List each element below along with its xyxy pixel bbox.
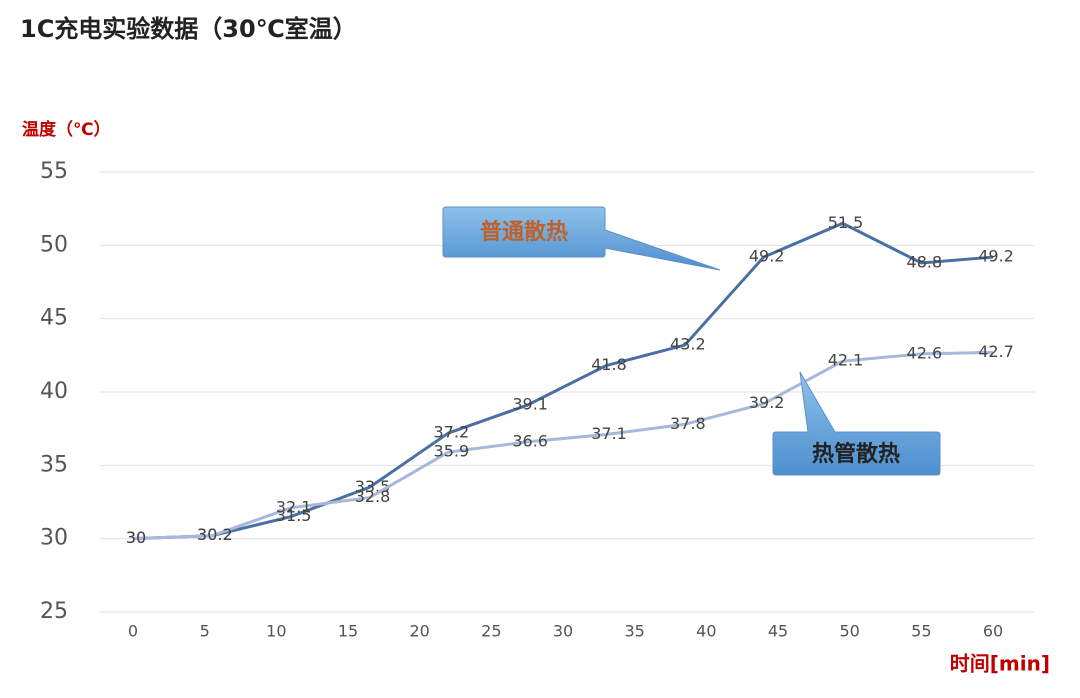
x-tick-label: 15: [338, 622, 358, 641]
callout-label: 热管散热: [812, 441, 900, 467]
y-axis-label: 温度（℃）: [22, 119, 111, 140]
data-label: 48.8: [907, 252, 943, 271]
x-tick-label: 25: [481, 622, 501, 641]
x-axis-label: 时间[min]: [950, 652, 1050, 676]
y-tick-label: 55: [40, 159, 68, 184]
x-tick-label: 50: [839, 622, 859, 641]
data-label: 37.1: [591, 424, 627, 443]
data-label: 49.2: [978, 247, 1014, 266]
data-label: 42.6: [907, 343, 943, 362]
data-label: 51.5: [828, 213, 864, 232]
y-tick-label: 40: [40, 379, 68, 404]
data-label: 30.2: [197, 525, 233, 544]
plot: 25 30 35 40 45 50 55 0 5 10 15 20 25 30 35 40 45 50 55 60 30…: [40, 159, 1035, 641]
x-tick-label: 20: [409, 622, 429, 641]
callout: 普通散热: [442, 206, 721, 271]
data-label: 41.8: [591, 355, 627, 374]
x-tick-label: 60: [983, 622, 1003, 641]
y-tick-label: 25: [40, 599, 68, 624]
x-tick-label: 10: [266, 622, 286, 641]
y-tick-label: 30: [40, 526, 68, 551]
x-tick-label: 5: [200, 622, 210, 641]
data-label: 42.7: [978, 342, 1014, 361]
data-label: 37.8: [670, 414, 706, 433]
callout: 热管散热: [772, 371, 941, 476]
x-tick-label: 45: [768, 622, 788, 641]
y-tick-label: 35: [40, 452, 68, 477]
x-tick-label: 35: [624, 622, 644, 641]
data-label: 35.9: [434, 442, 470, 461]
data-label: 36.6: [512, 431, 548, 450]
x-tick-label: 55: [911, 622, 931, 641]
data-label: 42.1: [828, 351, 864, 370]
series-line: [132, 350, 994, 541]
data-label: 39.2: [749, 393, 785, 412]
x-tick-label: 40: [696, 622, 716, 641]
y-tick-label: 45: [40, 306, 68, 331]
callout-box: [442, 206, 721, 271]
data-label: 37.2: [434, 423, 470, 442]
callout-label: 普通散热: [480, 219, 568, 245]
data-label: 43.2: [670, 335, 706, 354]
x-tick-label: 30: [553, 622, 573, 641]
data-label: 32.8: [355, 487, 391, 506]
callout-box: [772, 371, 941, 476]
data-label: 39.1: [512, 395, 548, 414]
chart-title: 1C充电实验数据（30℃室温）: [20, 15, 357, 43]
data-label: 32.1: [276, 497, 312, 516]
data-label: 49.2: [749, 247, 785, 266]
series-line: [132, 221, 994, 541]
data-label: 30: [126, 528, 146, 547]
x-tick-label: 0: [128, 622, 138, 641]
y-tick-label: 50: [40, 232, 68, 257]
